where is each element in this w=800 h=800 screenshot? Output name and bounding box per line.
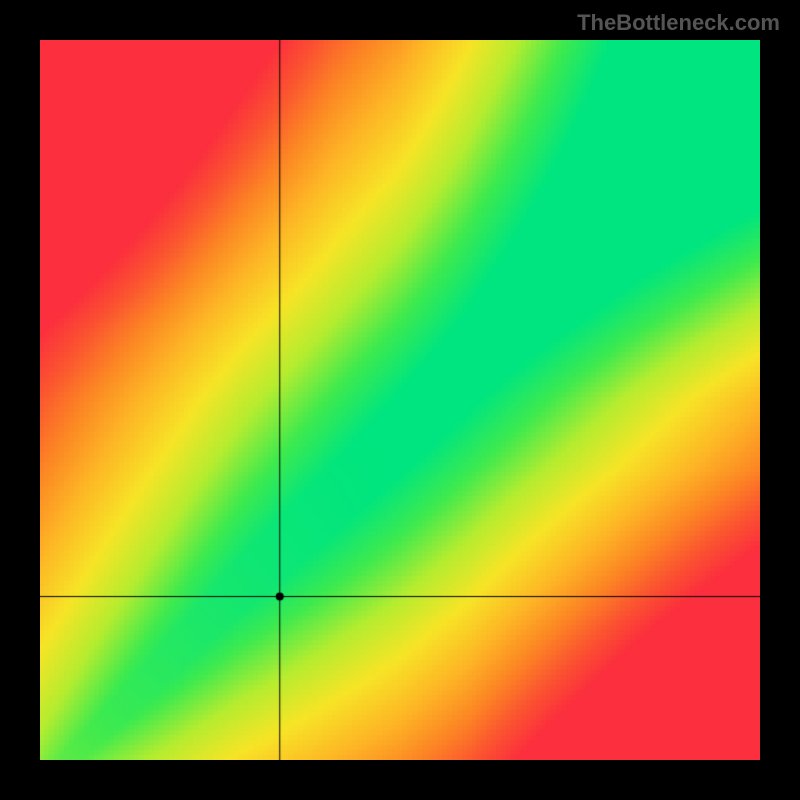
plot-area <box>40 40 760 760</box>
heatmap-canvas <box>40 40 760 760</box>
chart-frame: TheBottleneck.com <box>0 0 800 800</box>
watermark-text: TheBottleneck.com <box>577 10 780 36</box>
